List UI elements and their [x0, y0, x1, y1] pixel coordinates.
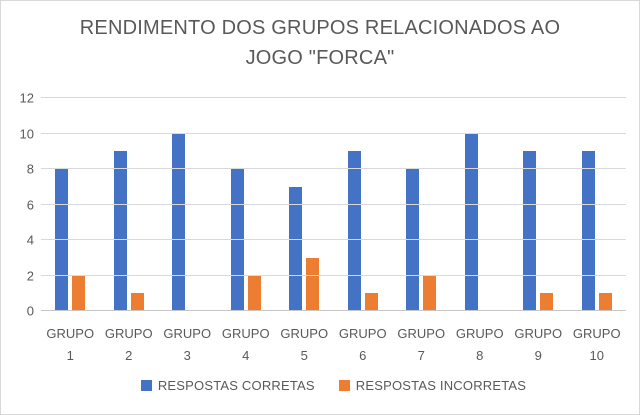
x-tick-label-grupo-7: GRUPO 7	[392, 323, 451, 367]
x-tick-label-number: 8	[476, 348, 484, 363]
x-tick-label-word: GRUPO	[46, 326, 95, 341]
y-tick-label-12: 12	[19, 90, 34, 106]
bar-group-grupo-10	[568, 98, 627, 311]
legend-swatch-icon	[140, 380, 152, 391]
x-tick-label-grupo-8: GRUPO 8	[451, 323, 510, 367]
bar-respostas-incorretas-grupo-6	[364, 293, 378, 311]
bar-group-grupo-3	[158, 98, 217, 311]
bar-respostas-incorretas-grupo-1	[72, 275, 86, 311]
y-tick-label-6: 6	[26, 197, 34, 212]
gridline-y-12	[41, 97, 626, 98]
x-tick-label-grupo-2: GRUPO 2	[100, 323, 159, 367]
y-tick-label-0: 0	[26, 303, 34, 319]
x-tick-label-word: GRUPO	[280, 326, 329, 341]
bar-group-grupo-7	[392, 98, 451, 311]
x-tick-label-grupo-10: GRUPO 10	[568, 323, 627, 367]
legend-swatch-icon	[338, 380, 350, 391]
chart-title-line-2: JOGO "FORCA"	[245, 47, 395, 69]
x-tick-label-word: GRUPO	[514, 326, 563, 341]
chart-title: RENDIMENTO DOS GRUPOS RELACIONADOS AO JO…	[21, 13, 619, 73]
bar-group-grupo-5	[275, 98, 334, 311]
x-tick-label-number: 2	[125, 348, 133, 363]
x-tick-label-number: 6	[359, 348, 367, 363]
x-tick-label-word: GRUPO	[104, 326, 153, 341]
plot-area	[41, 97, 626, 311]
bar-respostas-incorretas-grupo-10	[598, 293, 612, 311]
x-tick-label-grupo-9: GRUPO 9	[509, 323, 568, 367]
bar-group-grupo-4	[217, 98, 276, 311]
y-tick-label-4: 4	[26, 232, 34, 248]
y-tick-label-2: 2	[26, 268, 34, 284]
gridline-y-2	[41, 274, 626, 276]
x-tick-label-word: GRUPO	[221, 326, 270, 341]
x-tick-label-number: 7	[417, 348, 425, 363]
y-tick-label-8: 8	[26, 161, 34, 177]
bar-respostas-corretas-grupo-5	[289, 186, 303, 311]
bar-respostas-incorretas-grupo-2	[130, 293, 144, 311]
x-axis: GRUPO 1 GRUPO 2 GRUPO 3 GRUPO 4 GRUPO 5 GRUPO 6 GRUP…	[41, 323, 626, 367]
y-axis: 0 2 4 6 8 10 12	[1, 91, 34, 319]
legend-label: RESPOSTAS INCORRETAS	[355, 378, 527, 393]
bar-respostas-corretas-grupo-8	[464, 133, 478, 311]
x-tick-label-grupo-3: GRUPO 3	[158, 323, 217, 367]
legend-item-respostas-corretas: RESPOSTAS CORRETAS	[140, 378, 315, 393]
x-tick-label-word: GRUPO	[397, 326, 446, 341]
bar-respostas-corretas-grupo-2	[113, 151, 127, 311]
bar-respostas-incorretas-grupo-4	[247, 275, 261, 311]
bar-group-grupo-6	[334, 98, 393, 311]
bar-group-grupo-8	[451, 98, 510, 311]
bar-respostas-corretas-grupo-9	[523, 151, 537, 311]
x-tick-label-word: GRUPO	[338, 326, 387, 341]
x-tick-label-number: 9	[534, 348, 542, 363]
bar-respostas-corretas-grupo-10	[581, 151, 595, 311]
gridline-y-10	[41, 132, 626, 134]
y-tick-label-10: 10	[19, 126, 34, 141]
x-tick-label-number: 5	[300, 348, 308, 363]
bar-group-grupo-2	[100, 98, 159, 311]
bar-respostas-incorretas-grupo-5	[306, 257, 320, 311]
x-tick-label-word: GRUPO	[163, 326, 212, 341]
legend-label: RESPOSTAS CORRETAS	[157, 378, 315, 393]
legend-item-respostas-incorretas: RESPOSTAS INCORRETAS	[338, 378, 527, 393]
gridline-y-8	[41, 168, 626, 170]
bar-group-grupo-1	[41, 98, 100, 311]
x-tick-label-grupo-5: GRUPO 5	[275, 323, 334, 367]
x-tick-label-grupo-1: GRUPO 1	[41, 323, 100, 367]
bar-respostas-corretas-grupo-3	[172, 133, 186, 311]
chart-title-line-1: RENDIMENTO DOS GRUPOS RELACIONADOS AO	[79, 17, 561, 39]
legend: RESPOSTAS CORRETAS RESPOSTAS INCORRETAS	[41, 378, 626, 393]
x-tick-label-number: 1	[66, 348, 74, 363]
bar-respostas-incorretas-grupo-9	[540, 293, 554, 311]
x-tick-label-grupo-4: GRUPO 4	[217, 323, 276, 367]
bar-group-grupo-9	[509, 98, 568, 311]
x-tick-label-number: 3	[183, 348, 191, 363]
bar-groups	[41, 98, 626, 311]
bar-respostas-incorretas-grupo-7	[423, 275, 437, 311]
x-tick-label-number: 10	[589, 348, 604, 363]
gridline-y-6	[41, 203, 626, 205]
gridline-y-4	[41, 239, 626, 241]
x-tick-label-word: GRUPO	[455, 326, 504, 341]
x-axis-line	[41, 310, 626, 311]
x-tick-label-word: GRUPO	[572, 326, 621, 341]
bar-respostas-corretas-grupo-6	[347, 151, 361, 311]
x-tick-label-grupo-6: GRUPO 6	[334, 323, 393, 367]
x-tick-label-number: 4	[242, 348, 250, 363]
